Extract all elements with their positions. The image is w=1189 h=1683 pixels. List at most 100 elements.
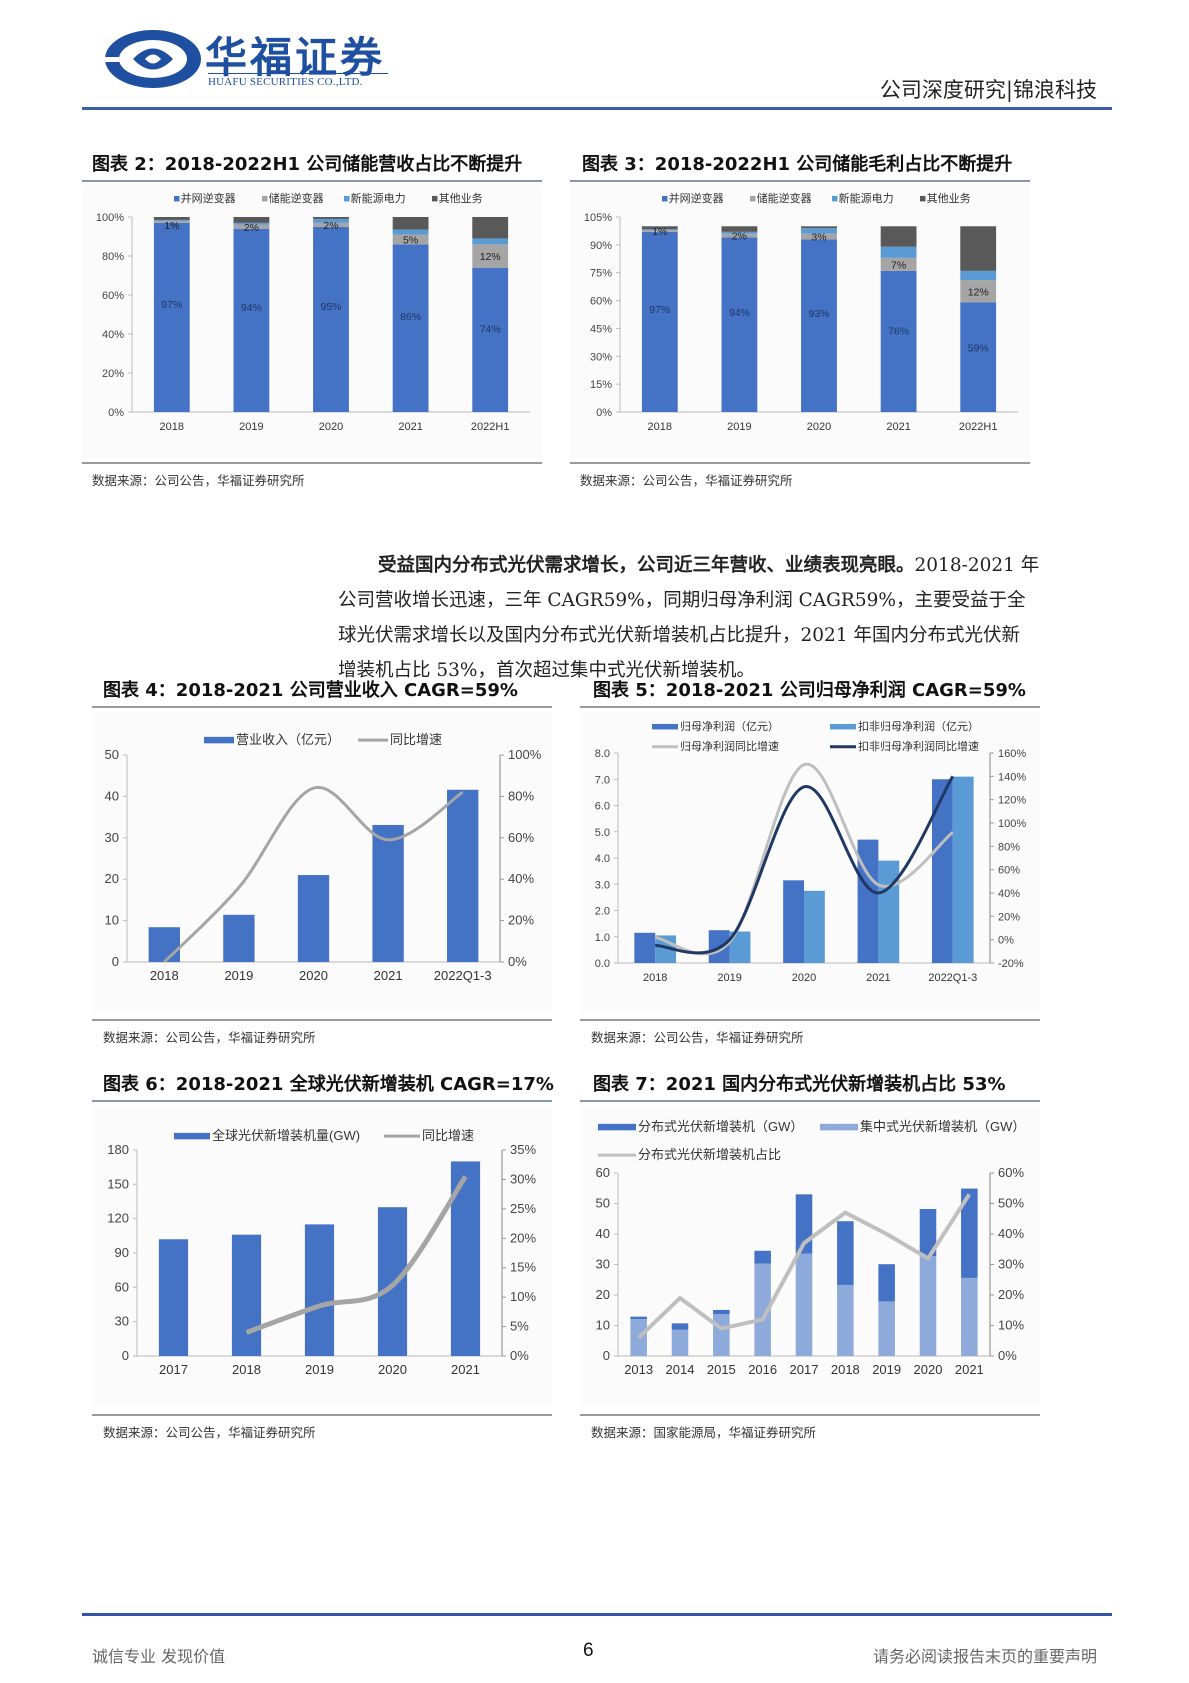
header-divider (82, 107, 1112, 110)
legend-item: 归母净利润同比增速 (652, 739, 779, 753)
legend-item: 同比增速 (358, 732, 442, 747)
figure-2-title: 图表 2：2018-2022H1 公司储能营收占比不断提升 (92, 154, 523, 175)
y-tick-label: 0.0 (595, 958, 610, 970)
y2-tick-label: 10% (998, 1318, 1024, 1333)
x-tick-label: 2016 (748, 1362, 777, 1377)
figure-7-chart: 分布式光伏新增装机（GW） 集中式光伏新增装机（GW） 分布式光伏新增装机占比 0 10… (580, 1106, 1040, 1406)
y-tick-label: 20 (596, 1287, 610, 1302)
x-tick-label: 2022H1 (471, 421, 510, 433)
storage-share-label: 2% (323, 220, 338, 232)
installation-bar (231, 1234, 262, 1356)
bar-value-label: 93% (808, 308, 829, 320)
y2-tick-label: 20% (510, 1230, 536, 1245)
figure-5-title: 图表 5：2018-2021 公司归母净利润 CAGR=59% (593, 680, 1026, 701)
figure-4-title: 图表 4：2018-2021 公司营业收入 CAGR=59% (103, 680, 518, 701)
svg-text:储能逆变器: 储能逆变器 (269, 191, 324, 205)
figure-5-source: 数据来源：公司公告，华福证券研究所 (591, 1030, 804, 1045)
distributed-bar (671, 1323, 689, 1330)
distributed-share-line (637, 1193, 972, 1340)
revenue-bar (223, 914, 255, 962)
y-tick-label: 60% (590, 296, 612, 308)
distributed-bar (961, 1188, 978, 1278)
y-tick-label: 10 (596, 1318, 610, 1333)
y-tick-label: 60% (102, 290, 124, 302)
storage-share-label: 1% (164, 220, 179, 232)
y-tick-label: 60 (115, 1279, 129, 1294)
figure-2-chart: 并网逆变器 储能逆变器 新能源电力 其他业务 0% 20% 40% 60% 80% 100% 201… (82, 184, 542, 459)
bar-value-label: 95% (320, 301, 341, 313)
svg-text:储能逆变器: 储能逆变器 (757, 191, 812, 205)
x-tick-label: 2020 (807, 421, 831, 433)
figure-2-source-rule (82, 462, 542, 464)
storage-share-label: 1% (652, 226, 667, 238)
y2-tick-label: 160% (998, 748, 1026, 760)
y-tick-label: 150 (107, 1176, 129, 1191)
y-tick-label: 80% (102, 251, 124, 263)
y2-tick-label: 0% (510, 1348, 529, 1363)
svg-text:集中式光伏新增装机（GW）: 集中式光伏新增装机（GW） (860, 1119, 1025, 1134)
body-paragraph: 受益国内分布式光伏需求增长，公司近三年营收、业绩表现亮眼。2018-2021 年… (338, 548, 1100, 688)
y-tick-label: 4.0 (595, 853, 610, 865)
figure-6-title: 图表 6：2018-2021 全球光伏新增装机 CAGR=17% (103, 1074, 554, 1095)
figure-5-title-rule (580, 706, 1040, 708)
y2-tick-label: 5% (510, 1319, 529, 1334)
net-profit-bar (931, 779, 953, 963)
y-tick-label: 0 (112, 954, 119, 969)
y2-tick-label: 140% (998, 771, 1026, 783)
adjusted-net-profit-bar (952, 776, 974, 963)
adjusted-growth-line (655, 775, 955, 955)
figure-3-title-rule (570, 180, 1030, 182)
y2-tick-label: 100% (508, 747, 542, 762)
legend-item: 归母净利润（亿元） (652, 719, 779, 733)
figure-7-title-rule (580, 1100, 1040, 1102)
legend-item: 分布式光伏新增装机（GW） (598, 1119, 803, 1134)
legend-item: 营业收入（亿元） (204, 732, 340, 747)
centralized-bar (754, 1263, 771, 1356)
storage-share-label: 2% (244, 222, 259, 234)
x-tick-label: 2020 (378, 1362, 407, 1377)
x-tick-label: 2019 (224, 968, 253, 983)
y-tick-label: 90 (115, 1245, 129, 1260)
legend-item: 其他业务 (920, 192, 971, 205)
figure-3-chart: 并网逆变器 储能逆变器 新能源电力 其他业务 0% 15% 30% 45% 60% 75% 90% 1… (570, 184, 1030, 459)
y2-tick-label: 80% (998, 841, 1020, 853)
y-tick-label: 30 (115, 1314, 129, 1329)
figure-6-chart: 全球光伏新增装机量(GW) 同比增速 0 30 60 90 120 150 180 0% 5% 10%… (92, 1106, 552, 1406)
bar-value-label: 97% (161, 299, 182, 311)
y2-tick-label: 20% (998, 911, 1020, 923)
distributed-bar (919, 1208, 937, 1257)
svg-text:归母净利润同比增速: 归母净利润同比增速 (680, 739, 779, 753)
y-tick-label: 6.0 (595, 801, 610, 813)
y-tick-label: 8.0 (595, 748, 610, 760)
distributed-bar (878, 1264, 895, 1302)
svg-text:营业收入（亿元）: 营业收入（亿元） (236, 732, 340, 747)
bar-value-label: 97% (649, 304, 670, 316)
svg-text:并网逆变器: 并网逆变器 (669, 191, 724, 205)
storage-share-label: 12% (480, 251, 501, 263)
svg-text:其他业务: 其他业务 (927, 192, 971, 205)
legend-item: 分布式光伏新增装机占比 (598, 1147, 781, 1162)
net-profit-bar (783, 880, 804, 963)
storage-share-label: 7% (891, 259, 906, 271)
legend-item: 全球光伏新增装机量(GW) (174, 1128, 360, 1143)
adjusted-net-profit-bar (804, 890, 825, 963)
legend-item: 扣非归母净利润同比增速 (830, 739, 979, 753)
y2-tick-label: 20% (998, 1287, 1024, 1302)
storage-share-label: 3% (811, 232, 826, 244)
adjusted-net-profit-bar (878, 860, 900, 963)
figure-7-source: 数据来源：国家能源局，华福证券研究所 (591, 1425, 817, 1440)
bar-value-label: 76% (888, 325, 909, 337)
bar-value-label: 94% (729, 307, 750, 319)
y-tick-label: 2.0 (595, 906, 610, 918)
y2-tick-label: 15% (510, 1260, 536, 1275)
figure-2-title-rule (82, 180, 542, 182)
y2-tick-label: 60% (998, 865, 1020, 877)
centralized-bar (713, 1314, 730, 1356)
x-tick-label: 2014 (666, 1362, 695, 1377)
figure-5-chart: 归母净利润（亿元） 扣非归母净利润（亿元） 归母净利润同比增速 扣非归母净利润同比增速… (580, 712, 1040, 1012)
figure-4-chart: 营业收入（亿元） 同比增速 0 10 20 30 40 50 0% 20% 40% 60% 80% 100… (92, 712, 552, 1012)
x-tick-label: 2018 (643, 972, 667, 984)
y-tick-label: 40 (596, 1226, 610, 1241)
bar-stack: 86% 5% (392, 217, 429, 412)
y2-tick-label: 30% (998, 1257, 1024, 1272)
